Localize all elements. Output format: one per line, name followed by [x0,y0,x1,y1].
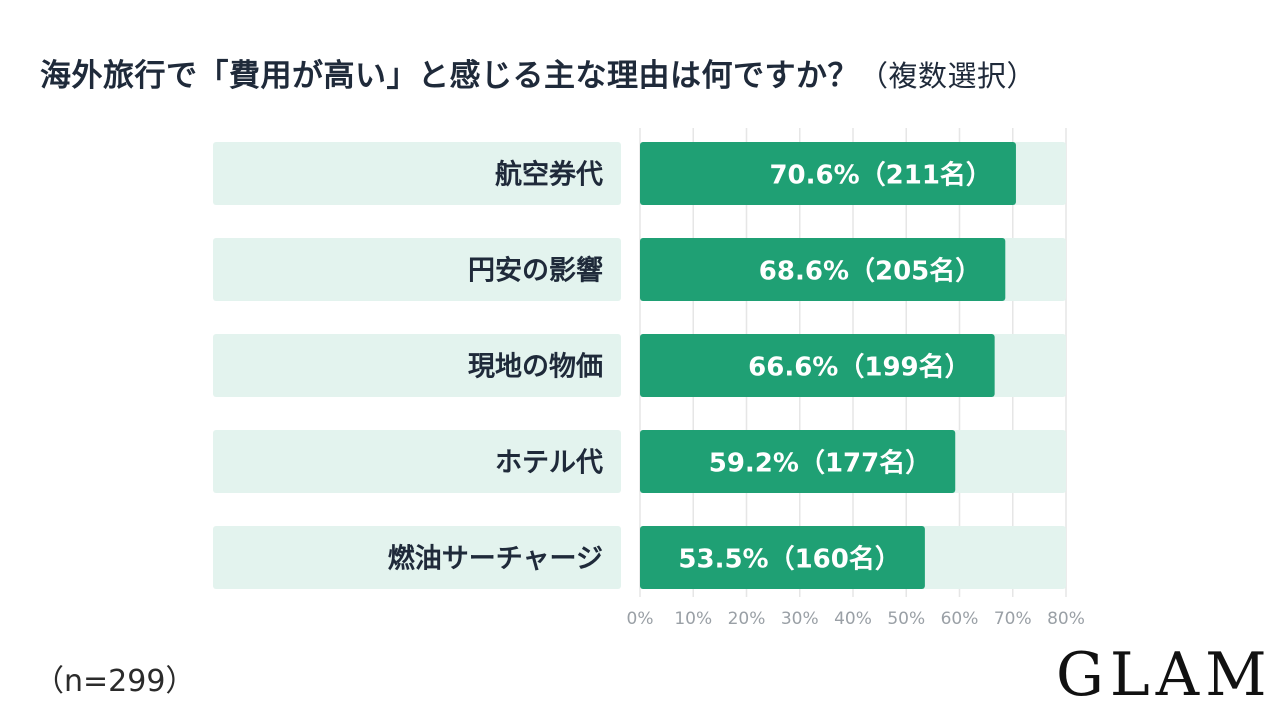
bar [640,430,956,493]
x-tick-label: 80% [1047,609,1085,629]
chart-title-text: 海外旅行で「費用が高い」と感じる主な理由は何ですか？ [40,58,859,94]
bar [640,526,925,589]
category-label-bg [213,334,621,397]
category-label: 現地の物価 [468,352,603,383]
x-tick-label: 10% [674,609,712,629]
x-tick-label: 30% [781,609,819,629]
bar [640,334,995,397]
data-label: 70.6%（211名） [769,160,991,191]
x-tick-label: 60% [941,609,979,629]
glam-logo: GLAM [1056,640,1273,710]
category-label-bg [213,142,621,205]
category-label: 円安の影響 [468,255,603,287]
data-label: 66.6%（199名） [748,352,970,383]
category-label-bg [213,430,621,493]
x-tick-label: 70% [994,609,1032,629]
x-tick-label: 20% [728,609,766,629]
x-tick-label: 0% [627,609,654,629]
chart-title: 海外旅行で「費用が高い」と感じる主な理由は何ですか？（複数選択） [40,50,1036,95]
sample-size-note: （n=299） [34,664,196,699]
category-label: ホテル代 [495,448,603,479]
category-label-bg [213,238,621,301]
bar [640,238,1006,301]
chart-subtitle: （複数選択） [859,59,1037,93]
category-label: 燃油サーチャージ [388,544,603,575]
bar [640,142,1016,205]
x-tick-label: 50% [887,609,925,629]
data-label: 53.5%（160名） [678,544,900,575]
data-label: 59.2%（177名） [709,448,931,479]
category-label-bg [213,526,621,589]
category-label: 航空券代 [495,159,603,191]
data-label: 68.6%（205名） [759,256,981,287]
x-tick-label: 40% [834,609,872,629]
